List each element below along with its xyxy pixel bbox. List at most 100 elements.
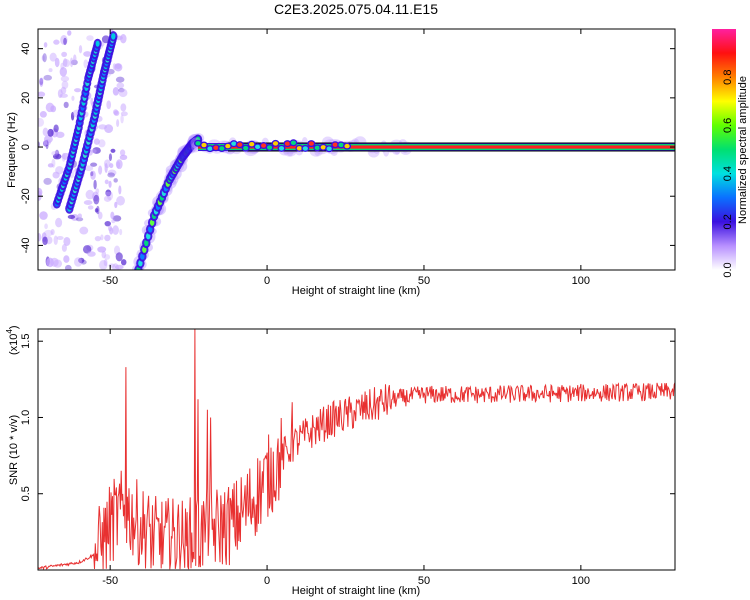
- spectrogram-ridge-core: [95, 40, 100, 47]
- spectrogram-noise-blob: [120, 103, 127, 112]
- spectrogram-bead-core: [278, 146, 285, 151]
- spectrogram-noise-blob: [83, 59, 89, 69]
- spectrogram-noise-blob: [104, 191, 112, 196]
- spectrogram-noise-blob: [119, 228, 123, 236]
- spectrogram-y-ticks: -40 -20 0 20 40: [20, 43, 675, 253]
- spectrogram-noise-blob: [107, 169, 117, 176]
- spectrogram-ridge-core: [142, 246, 147, 253]
- spectrogram-ridge-core: [111, 33, 116, 40]
- spectrogram-ridge-core: [140, 253, 145, 260]
- spectrogram-noise-blob: [38, 233, 42, 242]
- spectrogram-y-axis-title: Frequency (Hz): [6, 112, 18, 188]
- spectrogram-noise-blob: [42, 127, 49, 137]
- spectrogram-noise-blob: [113, 110, 120, 116]
- spectrogram-bead-core: [314, 145, 320, 151]
- spectrogram-noise-blob: [112, 86, 120, 96]
- spectrogram-noise-blob: [93, 194, 100, 205]
- spectrogram-noise-blob: [43, 139, 48, 146]
- spectrogram-noise-blob: [85, 189, 95, 200]
- spectrogram-noise-blob: [94, 235, 102, 242]
- spectrogram-plateau-core: [198, 145, 675, 149]
- spectrogram-noise-blob: [115, 63, 122, 70]
- spectrogram-noise-blob: [59, 93, 68, 98]
- snr-x-axis-title: Height of straight line (km): [292, 585, 420, 597]
- spectrogram-noise-blob: [118, 88, 128, 98]
- spectrogram-noise-blob: [47, 128, 54, 137]
- spectrogram-bead-core: [231, 141, 237, 146]
- spectrogram-y-tick-label: 40: [20, 43, 32, 55]
- spectrogram-noise-blob: [43, 177, 52, 185]
- spectrogram-bead-core: [213, 145, 219, 150]
- spectrogram-noise-blob: [52, 153, 62, 160]
- spectrogram-noise-blob: [93, 179, 97, 190]
- spectrogram-noise-blob: [118, 185, 122, 195]
- spectrogram-noise-blob: [54, 57, 60, 68]
- spectrogram-bead-core: [344, 143, 350, 149]
- spectrogram-noise-blob: [90, 170, 96, 180]
- spectrogram-noise-blob: [78, 45, 83, 54]
- spectrogram-x-ticks: -50 0 50 100: [102, 29, 590, 287]
- spectrogram-x-tick-label: 100: [572, 275, 590, 287]
- spectrogram-noise-blob: [98, 165, 103, 175]
- snr-x-ticks: -50 0 50 100: [102, 329, 590, 587]
- spectrogram-noise-blob: [112, 215, 122, 222]
- spectrogram-noise-blob: [56, 235, 64, 240]
- spectrogram-noise-blob: [104, 179, 109, 185]
- spectrogram-noise-blob: [61, 152, 66, 162]
- spectrogram-noise-blob: [108, 153, 113, 161]
- spectrogram-y-tick-label: -40: [20, 237, 32, 253]
- spectrogram-noise-blob: [41, 55, 45, 62]
- spectrogram-bead-core: [261, 143, 267, 148]
- spectrogram-bead-core: [201, 142, 207, 148]
- spectrogram-noise-blob: [114, 201, 118, 209]
- spectrogram-noise-blob: [109, 227, 114, 235]
- spectrogram-noise-blob: [53, 39, 60, 45]
- spectrogram-bead-core: [320, 145, 326, 150]
- spectrogram-noise-blob: [64, 264, 72, 270]
- spectrogram-noise-blob: [67, 214, 76, 220]
- spectrogram-noise-blob: [90, 171, 94, 177]
- spectrogram-noise-blob: [60, 75, 70, 82]
- spectrogram-noise-blob: [95, 188, 100, 194]
- spectrogram-noise-blob: [55, 131, 65, 138]
- spectrogram-bead-core: [219, 146, 225, 151]
- spectrogram-noise-blob: [62, 59, 71, 68]
- snr-x-tick-label: 0: [264, 575, 270, 587]
- spectrogram-noise-blob: [71, 95, 75, 101]
- spectrogram-x-tick-label: -50: [102, 275, 118, 287]
- spectrogram-noise-blob: [45, 102, 55, 113]
- spectrogram-noise-blob: [111, 218, 116, 224]
- spectrogram-noise-blob: [74, 257, 83, 267]
- spectrogram-noise-blob: [77, 213, 82, 219]
- spectrogram-noise-blob: [39, 211, 48, 220]
- spectrogram-frame: [37, 28, 676, 271]
- spectrogram-noise-blob: [73, 54, 77, 63]
- spectrogram-noise-blob: [103, 159, 111, 168]
- spectrogram-noise-blob: [98, 139, 106, 148]
- snr-y-scale-prefix: (x10: [8, 334, 20, 355]
- spectrogram-noise-blob: [86, 35, 94, 41]
- spectrogram-noise-blob: [112, 225, 119, 235]
- spectrogram-noise-blob: [79, 226, 89, 235]
- snr-panel: -50 0 50 100 0.5 1.0 1.5 Height of straight l…: [5, 325, 676, 597]
- spectrogram-noise-blob: [116, 82, 125, 89]
- spectrogram-noise-blob: [87, 205, 94, 210]
- spectrogram-noise-blob: [112, 263, 119, 270]
- spectrogram-noise-blob: [52, 171, 60, 179]
- spectrogram-noise-blob: [38, 141, 41, 148]
- spectrogram-noise-blob: [59, 66, 68, 77]
- spectrogram-noise-blob: [119, 149, 126, 156]
- spectrogram-noise-blob: [38, 91, 46, 97]
- spectrogram-x-tick-label: 50: [418, 275, 430, 287]
- spectrogram-noise-blob: [42, 236, 48, 246]
- spectrogram-noise-blob: [120, 259, 127, 266]
- spectrogram-noise-blob: [39, 111, 47, 118]
- spectrogram-ridge-core: [146, 232, 151, 240]
- colorbar-tick-label: 0.0: [722, 262, 734, 277]
- spectrogram-noise-blob: [78, 257, 85, 264]
- spectrogram-noise-blob: [43, 74, 52, 81]
- spectrogram-noise-blob: [109, 163, 114, 169]
- spectrogram-noise-blob: [43, 42, 48, 48]
- spectrogram-noise-blob: [83, 51, 92, 57]
- spectrogram-noise-blob: [46, 257, 54, 268]
